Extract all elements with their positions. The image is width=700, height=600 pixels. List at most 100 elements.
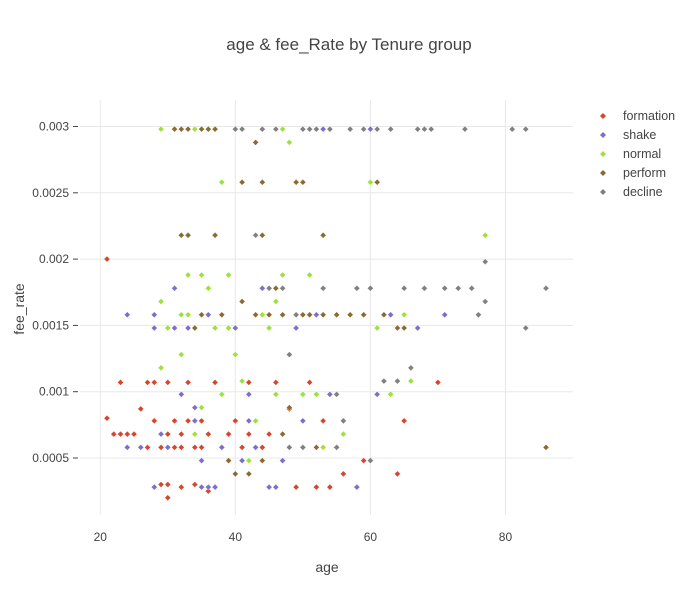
data-point-decline[interactable] — [542, 284, 550, 292]
data-point-perform[interactable] — [252, 311, 259, 319]
data-point-shake[interactable] — [164, 444, 172, 451]
data-point-shake[interactable] — [279, 457, 286, 464]
data-point-shake[interactable] — [198, 457, 205, 464]
data-point-decline[interactable] — [353, 284, 361, 292]
data-point-formation[interactable] — [164, 430, 172, 438]
data-point-shake[interactable] — [441, 311, 448, 319]
data-point-normal[interactable] — [407, 377, 415, 385]
data-point-perform[interactable] — [178, 231, 185, 239]
data-point-perform[interactable] — [299, 178, 307, 186]
data-point-decline[interactable] — [373, 125, 381, 133]
data-point-normal[interactable] — [211, 324, 219, 332]
data-point-shake[interactable] — [319, 125, 327, 133]
data-point-formation[interactable] — [171, 417, 178, 425]
data-point-normal[interactable] — [272, 298, 280, 305]
data-point-formation[interactable] — [157, 444, 165, 451]
data-point-formation[interactable] — [326, 483, 334, 491]
data-point-perform[interactable] — [191, 324, 199, 332]
data-point-decline[interactable] — [387, 125, 394, 133]
data-point-perform[interactable] — [394, 324, 401, 332]
data-point-decline[interactable] — [421, 284, 428, 292]
data-point-perform[interactable] — [292, 178, 300, 186]
data-point-normal[interactable] — [279, 271, 286, 279]
data-point-normal[interactable] — [191, 125, 199, 133]
data-point-normal[interactable] — [225, 324, 232, 332]
data-point-formation[interactable] — [164, 481, 172, 488]
data-point-formation[interactable] — [178, 483, 185, 491]
data-point-formation[interactable] — [232, 417, 239, 425]
data-point-shake[interactable] — [151, 311, 158, 319]
data-point-perform[interactable] — [238, 178, 246, 186]
data-point-normal[interactable] — [340, 430, 347, 438]
data-point-perform[interactable] — [265, 311, 273, 319]
data-point-decline[interactable] — [306, 125, 313, 133]
legend-item-perform[interactable]: perform — [600, 166, 666, 180]
data-point-normal[interactable] — [319, 444, 327, 451]
data-point-perform[interactable] — [184, 125, 192, 133]
data-point-decline[interactable] — [232, 125, 239, 133]
data-point-decline[interactable] — [252, 231, 259, 239]
data-point-decline[interactable] — [279, 284, 286, 292]
data-point-decline[interactable] — [286, 444, 293, 451]
data-point-shake[interactable] — [238, 457, 246, 464]
data-point-shake[interactable] — [353, 483, 361, 491]
data-point-perform[interactable] — [232, 470, 239, 478]
data-point-decline[interactable] — [475, 311, 482, 319]
data-point-normal[interactable] — [157, 298, 165, 305]
data-point-decline[interactable] — [421, 125, 428, 133]
data-point-decline[interactable] — [367, 284, 374, 292]
data-point-formation[interactable] — [137, 405, 145, 413]
data-point-formation[interactable] — [205, 430, 212, 438]
data-point-shake[interactable] — [123, 444, 131, 451]
data-point-decline[interactable] — [259, 125, 266, 133]
data-point-shake[interactable] — [326, 391, 334, 398]
data-point-normal[interactable] — [259, 311, 266, 319]
data-point-shake[interactable] — [137, 444, 145, 451]
data-point-normal[interactable] — [184, 271, 192, 279]
data-point-shake[interactable] — [171, 284, 178, 292]
data-point-decline[interactable] — [468, 284, 475, 292]
data-point-perform[interactable] — [218, 311, 226, 319]
data-point-formation[interactable] — [151, 379, 158, 386]
data-point-formation[interactable] — [340, 470, 347, 478]
data-point-decline[interactable] — [407, 364, 415, 372]
data-point-shake[interactable] — [198, 483, 205, 491]
data-point-shake[interactable] — [171, 324, 178, 332]
data-point-perform[interactable] — [373, 178, 381, 186]
data-point-decline[interactable] — [427, 125, 435, 133]
data-point-normal[interactable] — [367, 178, 374, 186]
data-point-decline[interactable] — [522, 324, 530, 332]
data-point-decline[interactable] — [522, 125, 530, 133]
data-point-decline[interactable] — [286, 351, 293, 358]
data-point-normal[interactable] — [272, 391, 280, 398]
data-point-normal[interactable] — [191, 430, 199, 438]
data-point-decline[interactable] — [340, 417, 347, 425]
data-point-perform[interactable] — [299, 311, 307, 319]
data-point-shake[interactable] — [299, 417, 307, 425]
data-point-perform[interactable] — [184, 231, 192, 239]
data-point-formation[interactable] — [117, 430, 124, 438]
data-point-formation[interactable] — [198, 444, 205, 451]
data-point-decline[interactable] — [380, 377, 388, 385]
data-point-shake[interactable] — [245, 391, 253, 398]
data-point-decline[interactable] — [265, 284, 273, 292]
data-point-formation[interactable] — [184, 417, 192, 425]
data-point-decline[interactable] — [414, 125, 421, 133]
data-point-perform[interactable] — [245, 470, 253, 478]
data-point-formation[interactable] — [178, 430, 185, 438]
data-point-normal[interactable] — [157, 125, 165, 133]
data-point-formation[interactable] — [400, 417, 408, 425]
data-point-normal[interactable] — [299, 391, 307, 398]
data-point-shake[interactable] — [123, 311, 131, 319]
data-point-decline[interactable] — [326, 125, 334, 133]
data-point-decline[interactable] — [461, 125, 469, 133]
data-point-perform[interactable] — [238, 298, 246, 305]
data-point-shake[interactable] — [265, 483, 273, 491]
data-point-normal[interactable] — [218, 391, 226, 398]
data-point-formation[interactable] — [434, 379, 442, 386]
data-point-decline[interactable] — [313, 125, 320, 133]
data-point-formation[interactable] — [225, 430, 232, 438]
data-point-decline[interactable] — [400, 284, 408, 292]
data-point-formation[interactable] — [211, 379, 219, 386]
data-points[interactable] — [103, 125, 550, 502]
